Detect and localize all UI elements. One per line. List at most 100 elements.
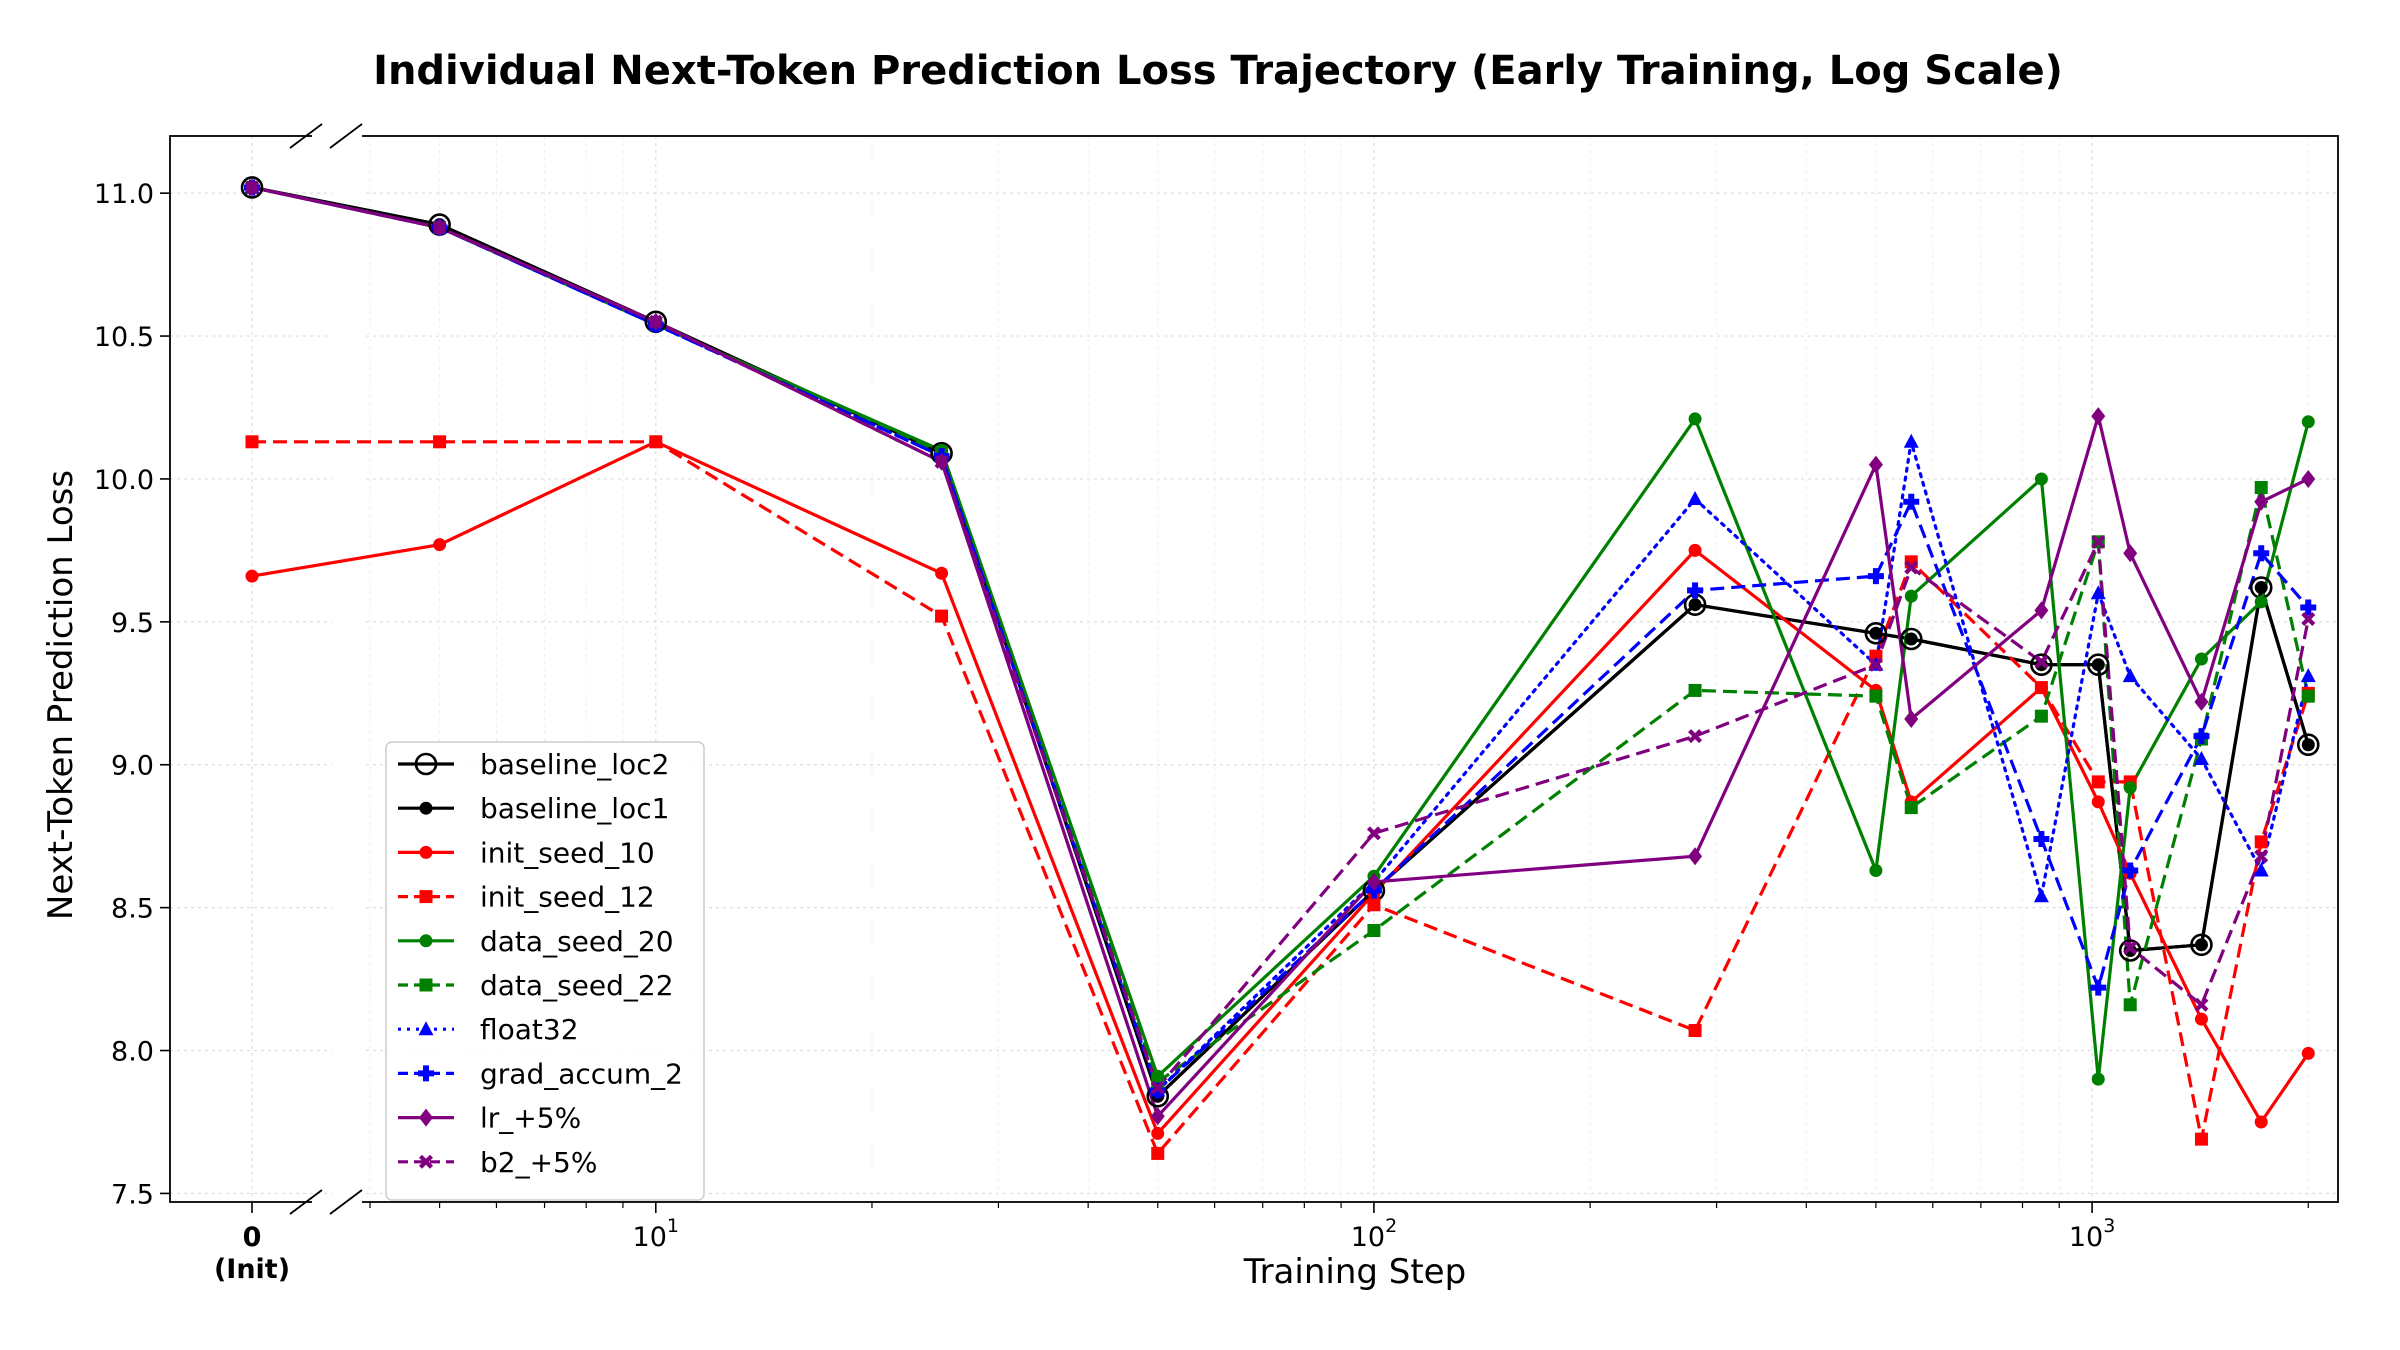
data-point-data-seed-20 [1904, 589, 1918, 603]
data-point-init-seed-12 [649, 435, 663, 449]
data-point-baseline-loc1 [2194, 938, 2208, 952]
data-point-baseline-loc2 [240, 176, 264, 199]
data-point-b2-5 [648, 314, 663, 329]
series-markers [240, 176, 2320, 1160]
data-point-data-seed-22 [2254, 481, 2268, 495]
data-point-baseline-loc2 [1864, 621, 1888, 645]
data-point-data-seed-22 [1869, 689, 1883, 703]
data-point-init-seed-10 [935, 566, 949, 580]
legend-marker-init-seed-10 [419, 845, 433, 859]
legend-marker-b2-5 [419, 1154, 433, 1169]
legend-marker-baseline-loc1 [419, 801, 433, 815]
data-point-data-seed-22 [2034, 709, 2048, 723]
legend-label-init-seed-10: init_seed_10 [480, 836, 655, 869]
data-point-baseline-loc2 [2190, 933, 2213, 957]
data-point-grad-accum-2 [2253, 545, 2270, 562]
data-point-init-seed-12 [2254, 835, 2268, 849]
data-point-data-seed-20 [2301, 415, 2315, 429]
data-point-baseline-loc2 [1899, 627, 1923, 651]
data-point-data-seed-20 [2254, 595, 2268, 609]
legend-label-lr-5: lr_+5% [480, 1102, 581, 1135]
legend-marker-grad-accum-2 [418, 1065, 434, 1082]
data-point-baseline-loc2 [2086, 653, 2110, 677]
data-point-b2-5 [2301, 611, 2316, 626]
data-point-lr-5 [1868, 455, 1883, 474]
data-point-init-seed-12 [2091, 775, 2105, 789]
axis-break-slash [329, 1189, 363, 1215]
data-point-b2-5 [934, 454, 949, 469]
legend-marker-lr-5 [419, 1108, 433, 1127]
data-point-float32 [2253, 862, 2269, 877]
data-point-b2-5 [1366, 826, 1381, 841]
legend-label-init-seed-12: init_seed_12 [480, 881, 655, 914]
data-point-init-seed-12 [1367, 898, 1381, 912]
data-point-data-seed-22 [2123, 998, 2137, 1012]
legend-marker-data-seed-22 [419, 978, 433, 992]
data-point-init-seed-12 [433, 435, 447, 449]
data-point-b2-5 [2123, 940, 2138, 955]
legend-label-baseline-loc2: baseline_loc2 [480, 748, 669, 781]
data-point-data-seed-20 [2034, 472, 2048, 486]
data-point-lr-5 [1904, 710, 1919, 729]
data-point-init-seed-12 [2034, 681, 2048, 695]
data-point-float32 [2122, 668, 2138, 683]
axis-break-gap-bottom [312, 1199, 362, 1205]
axis-break-gap-top [312, 133, 362, 139]
data-point-init-seed-12 [2194, 1132, 2208, 1146]
legend-marker-baseline-loc2 [414, 752, 438, 776]
data-point-init-seed-10 [2301, 1046, 2315, 1060]
x-tick-sublabel: (Init) [214, 1254, 290, 1285]
legend-label-grad-accum-2: grad_accum_2 [480, 1057, 683, 1090]
data-point-data-seed-22 [1367, 923, 1381, 937]
axis-break-slash [289, 123, 323, 149]
data-point-baseline-loc1 [2254, 581, 2268, 595]
data-point-init-seed-12 [935, 609, 949, 623]
data-point-float32 [2033, 888, 2049, 903]
x-axis-label: Training Step [1243, 1252, 1466, 1292]
data-point-baseline-loc1 [1869, 626, 1883, 640]
x-tick-label: 0 [243, 1222, 262, 1253]
data-point-b2-5 [1904, 560, 1919, 575]
data-point-init-seed-10 [1688, 543, 1702, 557]
data-point-data-seed-22 [1904, 801, 1918, 815]
data-point-float32 [1687, 490, 1703, 505]
y-axis-ticks: 7.5 8.0 8.5 9.0 9.5 10.0 10.5 11.0 [94, 179, 170, 1210]
data-point-data-seed-20 [2091, 1072, 2105, 1086]
data-point-lr-5 [2091, 407, 2106, 426]
y-tick-label: 7.5 [111, 1179, 154, 1210]
data-point-lr-5 [1688, 847, 1703, 866]
data-point-init-seed-10 [245, 569, 259, 583]
data-point-baseline-loc1 [1688, 598, 1702, 612]
data-point-grad-accum-2 [1687, 582, 1704, 599]
data-point-b2-5 [2091, 534, 2106, 549]
data-point-grad-accum-2 [2193, 728, 2210, 745]
data-point-lr-5 [2123, 544, 2138, 563]
data-point-data-seed-20 [2194, 652, 2208, 666]
data-point-grad-accum-2 [1867, 568, 1884, 585]
data-point-lr-5 [1366, 872, 1381, 891]
legend-marker-init-seed-12 [419, 890, 433, 904]
data-point-grad-accum-2 [2300, 599, 2317, 616]
legend-marker-data-seed-20 [419, 934, 433, 948]
axis-break-slash [329, 123, 363, 149]
data-point-b2-5 [2254, 849, 2269, 864]
legend-label-baseline-loc1: baseline_loc1 [480, 792, 669, 825]
data-point-baseline-loc1 [2091, 658, 2105, 672]
data-point-b2-5 [432, 220, 447, 235]
data-point-init-seed-10 [2254, 1115, 2268, 1129]
data-point-lr-5 [1150, 1107, 1165, 1126]
legend-label-float32: float32 [480, 1013, 579, 1046]
data-point-float32 [2193, 751, 2209, 766]
data-point-float32 [1903, 433, 1919, 448]
data-point-data-seed-20 [1869, 863, 1883, 877]
data-point-grad-accum-2 [2033, 831, 2050, 848]
x-axis-ticks: 0(Init)101 102 103 [214, 1202, 2309, 1285]
y-tick-label: 8.0 [111, 1037, 154, 1068]
legend-label-data-seed-22: data_seed_22 [480, 969, 674, 1002]
legend-label-b2-5: b2_+5% [480, 1146, 597, 1179]
y-tick-label: 9.5 [111, 608, 154, 639]
data-point-b2-5 [1688, 729, 1703, 744]
data-point-baseline-loc2 [2030, 653, 2053, 677]
plot-frame [169, 135, 2339, 1203]
